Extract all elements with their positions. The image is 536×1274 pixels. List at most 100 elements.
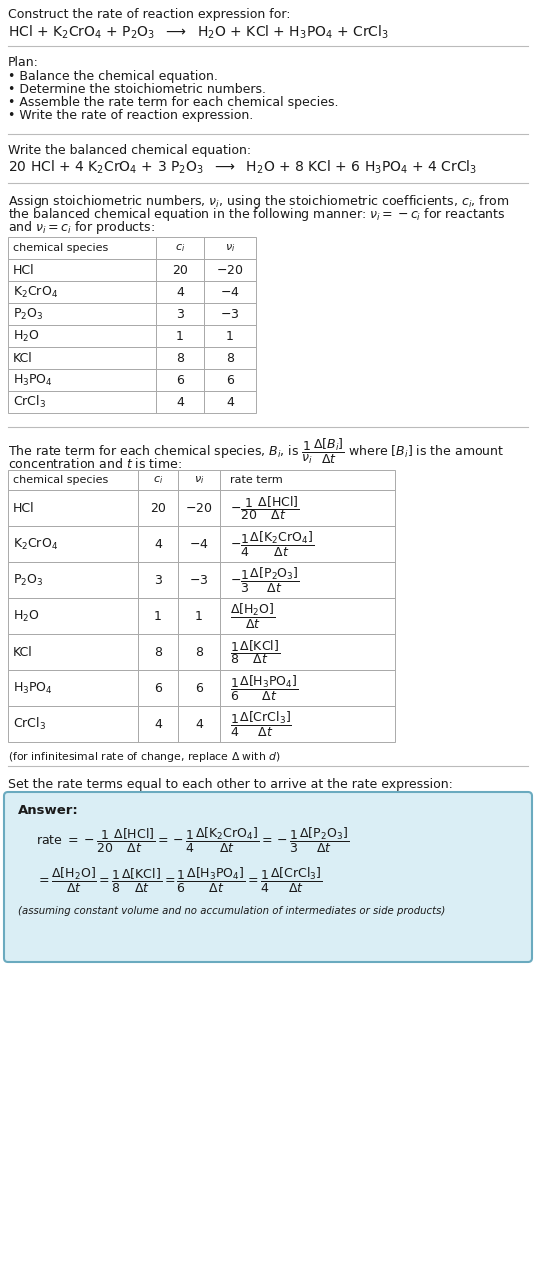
Bar xyxy=(204,391,256,413)
Text: Construct the rate of reaction expression for:: Construct the rate of reaction expressio… xyxy=(8,8,291,20)
Text: Set the rate terms equal to each other to arrive at the rate expression:: Set the rate terms equal to each other t… xyxy=(8,778,453,791)
Text: H$_3$PO$_4$: H$_3$PO$_4$ xyxy=(13,372,53,387)
Bar xyxy=(138,490,178,526)
Bar xyxy=(156,391,204,413)
Bar xyxy=(156,325,204,347)
Text: $-\dfrac{1}{3}\dfrac{\Delta[\mathrm{P_2O_3}]}{\Delta t}$: $-\dfrac{1}{3}\dfrac{\Delta[\mathrm{P_2O… xyxy=(230,566,300,595)
Text: H$_2$O: H$_2$O xyxy=(13,329,40,344)
Text: • Balance the chemical equation.: • Balance the chemical equation. xyxy=(8,70,218,83)
Text: the balanced chemical equation in the following manner: $\nu_i = -c_i$ for react: the balanced chemical equation in the fo… xyxy=(8,206,505,223)
Text: $-\dfrac{1}{20}\dfrac{\Delta[\mathrm{HCl}]}{\Delta t}$: $-\dfrac{1}{20}\dfrac{\Delta[\mathrm{HCl… xyxy=(230,494,300,522)
Text: $\dfrac{\Delta[\mathrm{H_2O}]}{\Delta t}$: $\dfrac{\Delta[\mathrm{H_2O}]}{\Delta t}… xyxy=(230,601,276,631)
Text: 8: 8 xyxy=(195,646,203,659)
Bar xyxy=(138,598,178,634)
Bar xyxy=(220,526,395,562)
Text: 20: 20 xyxy=(150,502,166,515)
Bar xyxy=(204,369,256,391)
Bar xyxy=(8,325,156,347)
Text: $\nu_i$: $\nu_i$ xyxy=(194,474,204,485)
Text: KCl: KCl xyxy=(13,352,33,364)
Text: Write the balanced chemical equation:: Write the balanced chemical equation: xyxy=(8,144,251,157)
Text: 3: 3 xyxy=(154,573,162,586)
Text: 6: 6 xyxy=(176,373,184,386)
Text: H$_3$PO$_4$: H$_3$PO$_4$ xyxy=(13,680,53,696)
Text: $\nu_i$: $\nu_i$ xyxy=(225,242,235,254)
Bar xyxy=(156,347,204,369)
Bar xyxy=(8,470,138,490)
Text: H$_2$O: H$_2$O xyxy=(13,609,40,623)
Text: chemical species: chemical species xyxy=(13,475,108,485)
Text: 20: 20 xyxy=(172,264,188,276)
Text: 8: 8 xyxy=(176,352,184,364)
Bar xyxy=(156,369,204,391)
Bar xyxy=(8,391,156,413)
Text: 6: 6 xyxy=(154,682,162,694)
Bar xyxy=(204,237,256,259)
Text: Plan:: Plan: xyxy=(8,56,39,69)
Text: P$_2$O$_3$: P$_2$O$_3$ xyxy=(13,572,43,587)
Bar xyxy=(8,369,156,391)
Text: $-$4: $-$4 xyxy=(220,285,240,298)
Bar xyxy=(8,598,138,634)
Bar xyxy=(178,562,220,598)
Bar xyxy=(8,670,138,706)
Text: $\dfrac{1}{8}\dfrac{\Delta[\mathrm{KCl}]}{\Delta t}$: $\dfrac{1}{8}\dfrac{\Delta[\mathrm{KCl}]… xyxy=(230,638,280,666)
Text: 20 HCl + 4 K$_2$CrO$_4$ + 3 P$_2$O$_3$  $\longrightarrow$  H$_2$O + 8 KCl + 6 H$: 20 HCl + 4 K$_2$CrO$_4$ + 3 P$_2$O$_3$ $… xyxy=(8,159,478,176)
Text: HCl + K$_2$CrO$_4$ + P$_2$O$_3$  $\longrightarrow$  H$_2$O + KCl + H$_3$PO$_4$ +: HCl + K$_2$CrO$_4$ + P$_2$O$_3$ $\longri… xyxy=(8,24,389,41)
Bar xyxy=(156,282,204,303)
Text: $c_i$: $c_i$ xyxy=(175,242,185,254)
Text: 8: 8 xyxy=(154,646,162,659)
Text: $-$20: $-$20 xyxy=(185,502,213,515)
Text: rate $= -\dfrac{1}{20}\dfrac{\Delta[\mathrm{HCl}]}{\Delta t}= -\dfrac{1}{4}\dfra: rate $= -\dfrac{1}{20}\dfrac{\Delta[\mat… xyxy=(36,826,349,855)
Text: 6: 6 xyxy=(195,682,203,694)
Text: $-\dfrac{1}{4}\dfrac{\Delta[\mathrm{K_2CrO_4}]}{\Delta t}$: $-\dfrac{1}{4}\dfrac{\Delta[\mathrm{K_2C… xyxy=(230,530,314,558)
Text: 4: 4 xyxy=(195,717,203,730)
Bar xyxy=(178,598,220,634)
Text: 6: 6 xyxy=(226,373,234,386)
Text: 4: 4 xyxy=(176,285,184,298)
Bar xyxy=(204,325,256,347)
Bar xyxy=(178,490,220,526)
Bar xyxy=(8,303,156,325)
Text: Assign stoichiometric numbers, $\nu_i$, using the stoichiometric coefficients, $: Assign stoichiometric numbers, $\nu_i$, … xyxy=(8,192,509,210)
Bar xyxy=(138,470,178,490)
Text: K$_2$CrO$_4$: K$_2$CrO$_4$ xyxy=(13,536,58,552)
Bar xyxy=(8,347,156,369)
Bar xyxy=(204,347,256,369)
Bar xyxy=(8,282,156,303)
Text: (for infinitesimal rate of change, replace $\Delta$ with $d$): (for infinitesimal rate of change, repla… xyxy=(8,750,281,764)
Bar xyxy=(220,598,395,634)
Text: 1: 1 xyxy=(176,330,184,343)
Bar xyxy=(8,259,156,282)
Bar xyxy=(8,237,156,259)
Bar xyxy=(178,526,220,562)
Text: 1: 1 xyxy=(195,609,203,623)
Bar xyxy=(8,706,138,741)
Text: rate term: rate term xyxy=(230,475,283,485)
Bar xyxy=(204,303,256,325)
Text: $= \dfrac{\Delta[\mathrm{H_2O}]}{\Delta t}= \dfrac{1}{8}\dfrac{\Delta[\mathrm{KC: $= \dfrac{\Delta[\mathrm{H_2O}]}{\Delta … xyxy=(36,866,323,896)
Bar xyxy=(204,282,256,303)
Text: 8: 8 xyxy=(226,352,234,364)
Text: $c_i$: $c_i$ xyxy=(153,474,163,485)
Bar xyxy=(220,490,395,526)
Bar xyxy=(178,706,220,741)
Text: concentration and $t$ is time:: concentration and $t$ is time: xyxy=(8,457,182,471)
Text: Answer:: Answer: xyxy=(18,804,79,817)
Bar xyxy=(8,562,138,598)
Bar xyxy=(8,526,138,562)
Bar xyxy=(220,562,395,598)
Bar xyxy=(156,237,204,259)
Bar xyxy=(138,562,178,598)
Text: (assuming constant volume and no accumulation of intermediates or side products): (assuming constant volume and no accumul… xyxy=(18,906,445,916)
Text: $-$3: $-$3 xyxy=(220,307,240,321)
Text: P$_2$O$_3$: P$_2$O$_3$ xyxy=(13,307,43,321)
Text: • Write the rate of reaction expression.: • Write the rate of reaction expression. xyxy=(8,110,253,122)
Text: 4: 4 xyxy=(154,717,162,730)
Text: 1: 1 xyxy=(226,330,234,343)
Text: $-$4: $-$4 xyxy=(189,538,209,550)
Text: 4: 4 xyxy=(154,538,162,550)
Text: 3: 3 xyxy=(176,307,184,321)
Text: • Assemble the rate term for each chemical species.: • Assemble the rate term for each chemic… xyxy=(8,96,339,110)
Bar xyxy=(178,634,220,670)
